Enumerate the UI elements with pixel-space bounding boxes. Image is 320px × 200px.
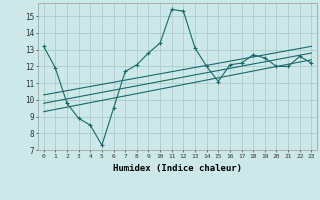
X-axis label: Humidex (Indice chaleur): Humidex (Indice chaleur) <box>113 164 242 173</box>
